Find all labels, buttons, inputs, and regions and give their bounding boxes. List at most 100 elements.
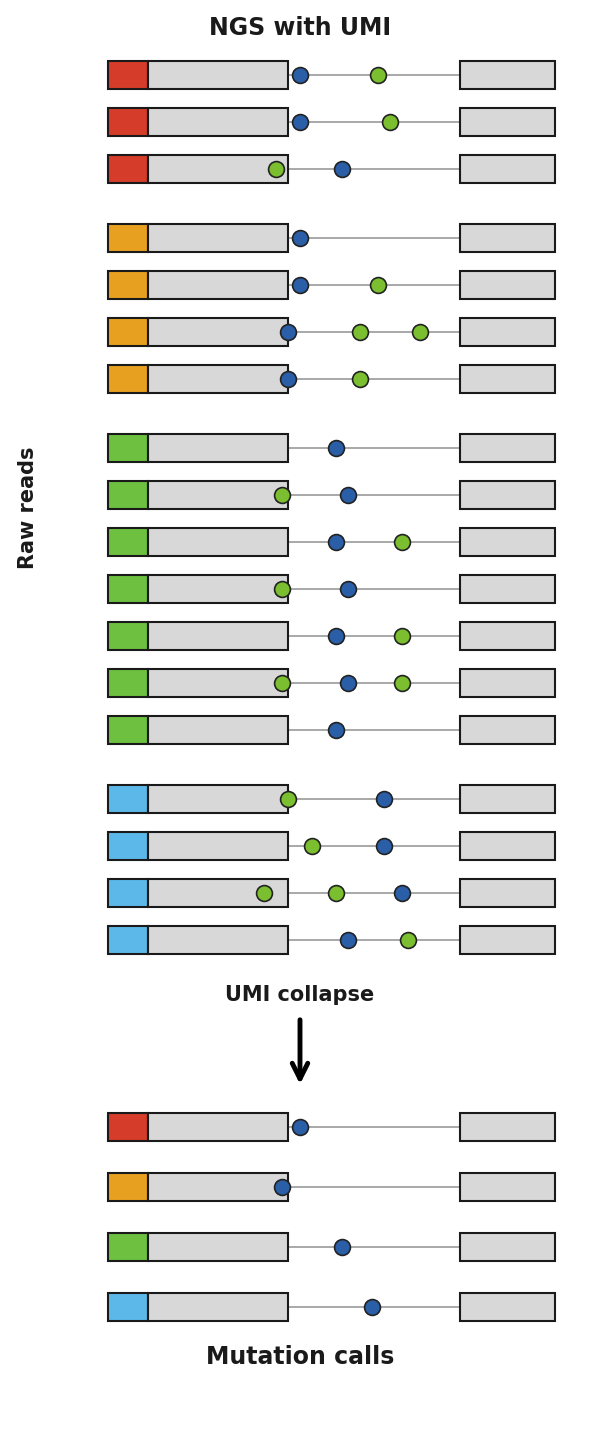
Bar [148, 879, 288, 907]
Point [397, 671, 407, 694]
Point [355, 367, 365, 390]
Bar [148, 155, 288, 184]
Bar [148, 716, 288, 745]
Bar [460, 1293, 555, 1322]
Bar [148, 61, 288, 90]
Point [415, 321, 425, 344]
Bar [108, 61, 148, 90]
Point [343, 928, 353, 951]
Point [397, 625, 407, 648]
Bar [460, 318, 555, 346]
Bar [108, 1173, 148, 1202]
Point [277, 483, 287, 506]
Point [397, 882, 407, 905]
Bar [460, 108, 555, 136]
Bar [148, 364, 288, 393]
Bar [460, 434, 555, 463]
Bar [108, 482, 148, 509]
Bar [108, 1293, 148, 1322]
Point [331, 882, 341, 905]
Bar [108, 716, 148, 745]
Bar [108, 155, 148, 184]
Bar [148, 1293, 288, 1322]
Bar [148, 1173, 288, 1202]
Bar [108, 434, 148, 463]
Bar [460, 1173, 555, 1202]
Text: UMI collapse: UMI collapse [226, 985, 374, 1005]
Point [343, 577, 353, 600]
Point [277, 671, 287, 694]
Bar [460, 61, 555, 90]
Point [343, 671, 353, 694]
Bar [148, 1113, 288, 1141]
Bar [460, 879, 555, 907]
Bar [460, 925, 555, 954]
Bar [108, 925, 148, 954]
Point [373, 273, 383, 296]
Bar [460, 716, 555, 745]
Point [307, 834, 317, 857]
Point [379, 834, 389, 857]
Point [271, 158, 281, 181]
Point [295, 227, 305, 250]
Bar [460, 576, 555, 603]
Point [283, 367, 293, 390]
Bar [148, 576, 288, 603]
Point [331, 625, 341, 648]
Bar [148, 1233, 288, 1261]
Bar [460, 785, 555, 813]
Bar [108, 576, 148, 603]
Bar [148, 785, 288, 813]
Point [283, 321, 293, 344]
Point [331, 531, 341, 554]
Bar [148, 270, 288, 299]
Point [385, 110, 395, 133]
Point [295, 273, 305, 296]
Bar [148, 925, 288, 954]
Bar [460, 224, 555, 252]
Bar [108, 831, 148, 860]
Bar [460, 482, 555, 509]
Bar [148, 108, 288, 136]
Bar [460, 669, 555, 697]
Point [403, 928, 413, 951]
Point [283, 788, 293, 811]
Bar [460, 622, 555, 651]
Text: Raw reads: Raw reads [18, 447, 38, 568]
Bar [108, 669, 148, 697]
Bar [108, 270, 148, 299]
Text: Mutation calls: Mutation calls [206, 1345, 394, 1369]
Point [331, 437, 341, 460]
Bar [460, 364, 555, 393]
Bar [460, 831, 555, 860]
Point [373, 64, 383, 87]
Bar [108, 318, 148, 346]
Point [379, 788, 389, 811]
Bar [108, 785, 148, 813]
Point [397, 531, 407, 554]
Point [367, 1296, 377, 1319]
Bar [148, 482, 288, 509]
Point [337, 1235, 347, 1258]
Bar [460, 155, 555, 184]
Bar [460, 1113, 555, 1141]
Bar [148, 831, 288, 860]
Bar [108, 1113, 148, 1141]
Bar [148, 434, 288, 463]
Bar [460, 528, 555, 557]
Point [331, 719, 341, 742]
Bar [108, 528, 148, 557]
Text: NGS with UMI: NGS with UMI [209, 16, 391, 40]
Bar [108, 108, 148, 136]
Point [295, 64, 305, 87]
Bar [460, 270, 555, 299]
Bar [108, 622, 148, 651]
Point [355, 321, 365, 344]
Point [343, 483, 353, 506]
Point [277, 577, 287, 600]
Bar [108, 879, 148, 907]
Bar [460, 1233, 555, 1261]
Bar [108, 224, 148, 252]
Bar [148, 669, 288, 697]
Bar [108, 1233, 148, 1261]
